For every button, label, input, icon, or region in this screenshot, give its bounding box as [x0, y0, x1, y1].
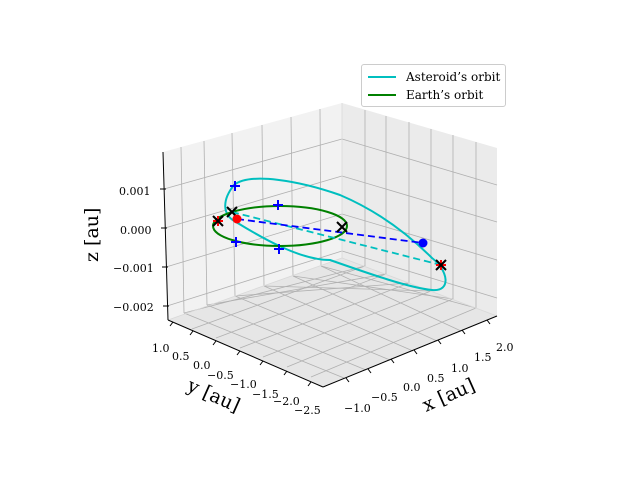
earth-position-dot	[232, 214, 242, 224]
axis-lines	[162, 151, 498, 388]
plus-icon	[273, 200, 283, 210]
x-tick-label: 1.5	[474, 351, 492, 364]
y-tick-label: 0.0	[193, 359, 211, 372]
plus-icon	[231, 237, 241, 247]
blue-plus-markers	[230, 181, 284, 254]
asteroid-position-dot	[418, 238, 428, 248]
earth-asteroid-line	[236, 218, 424, 244]
legend-line-icon	[368, 76, 396, 78]
x-ticks	[345, 319, 491, 383]
legend-label: Asteroid’s orbit	[406, 70, 501, 84]
y-tick-label: −2.5	[294, 404, 321, 417]
z-tick-label: −0.001	[113, 262, 154, 275]
legend-line-icon	[368, 94, 396, 96]
z-ticks	[160, 188, 169, 307]
y-tick-label: 0.5	[172, 350, 190, 363]
x-tick-label: 0.0	[403, 381, 421, 394]
y-tick-label: −1.5	[252, 388, 279, 401]
asteroid-orbit	[224, 177, 447, 292]
x-tick-label: 1.0	[451, 362, 469, 375]
x-tick-label: −1.0	[344, 402, 371, 415]
legend-item-earth: Earth’s orbit	[368, 87, 483, 103]
plus-icon	[230, 181, 240, 191]
x-mark-icon	[336, 221, 348, 233]
z-tick-label: −0.002	[113, 301, 154, 314]
z-tick-label: 0.001	[119, 185, 151, 198]
y-tick-label: −0.5	[207, 369, 234, 382]
x-tick-label: 2.0	[496, 341, 514, 354]
y-ticks	[169, 321, 312, 387]
legend: Asteroid’s orbit Earth’s orbit	[361, 64, 506, 107]
x-tick-label: 0.5	[427, 372, 445, 385]
x-tick-label: −0.5	[371, 391, 398, 404]
asteroid-line-of-nodes	[231, 211, 442, 266]
x-axis-line	[322, 315, 498, 388]
x-mark-icon	[435, 259, 447, 271]
z-axis-label: z [au]	[81, 208, 103, 262]
legend-item-asteroid: Asteroid’s orbit	[368, 69, 500, 85]
y-tick-label: −1.0	[230, 378, 257, 391]
legend-label: Earth’s orbit	[406, 88, 484, 102]
x-mark-icon	[212, 215, 224, 227]
grid-lines	[163, 108, 498, 379]
z-axis-line	[162, 151, 169, 321]
y-axis-line	[167, 319, 324, 388]
y-tick-label: 1.0	[152, 342, 170, 355]
plus-icon	[274, 244, 284, 254]
y-tick-label: −2.0	[273, 395, 300, 408]
pane-left	[163, 103, 342, 320]
z-tick-label: 0.000	[120, 224, 152, 237]
